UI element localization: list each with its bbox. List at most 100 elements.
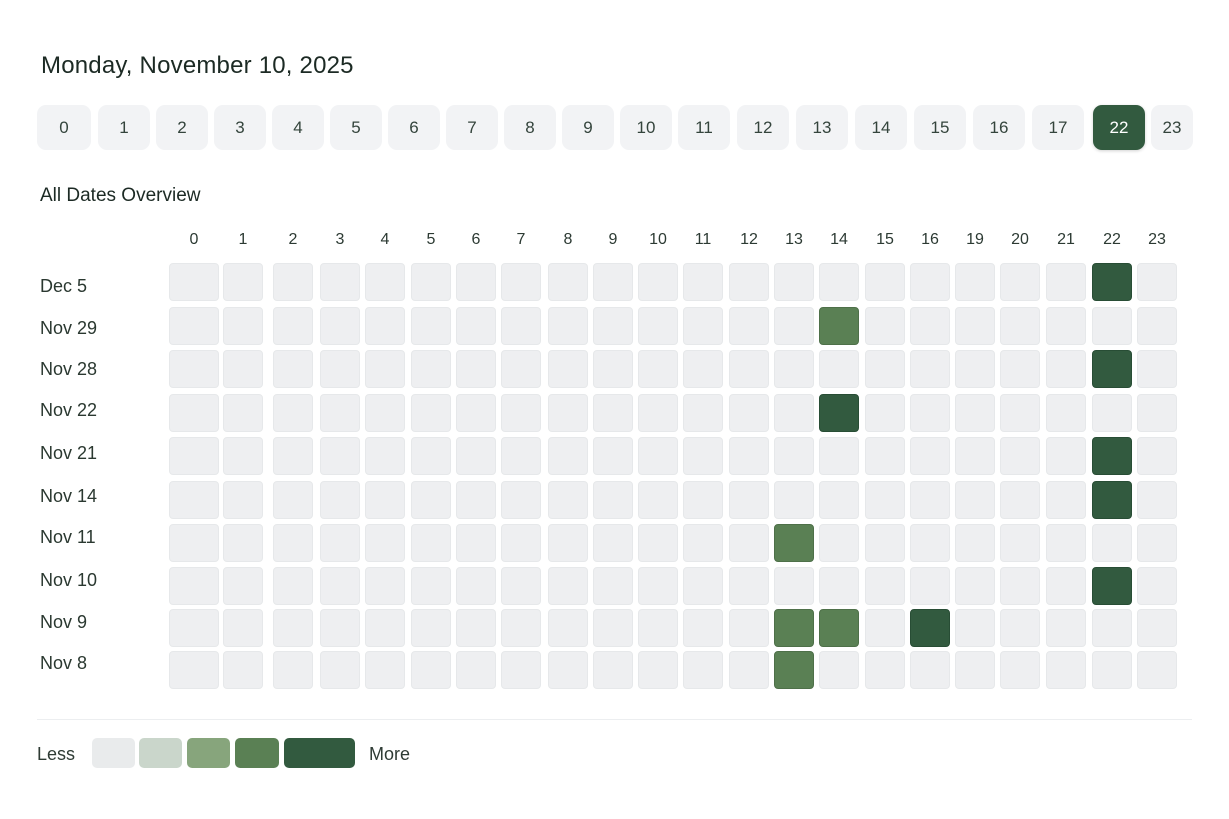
heatmap-cell[interactable] xyxy=(223,481,263,519)
heatmap-cell[interactable] xyxy=(548,437,588,475)
heatmap-cell-active[interactable] xyxy=(819,394,859,432)
heatmap-cell[interactable] xyxy=(501,609,541,647)
heatmap-cell[interactable] xyxy=(683,567,723,605)
heatmap-cell[interactable] xyxy=(1046,481,1086,519)
heatmap-cell[interactable] xyxy=(273,481,313,519)
heatmap-cell[interactable] xyxy=(593,481,633,519)
heatmap-cell[interactable] xyxy=(223,567,263,605)
hour-tab-5[interactable]: 5 xyxy=(330,105,382,150)
heatmap-cell[interactable] xyxy=(411,263,451,301)
heatmap-cell[interactable] xyxy=(1000,350,1040,388)
heatmap-cell[interactable] xyxy=(638,567,678,605)
heatmap-cell[interactable] xyxy=(169,609,219,647)
heatmap-cell[interactable] xyxy=(411,481,451,519)
heatmap-cell[interactable] xyxy=(501,481,541,519)
heatmap-cell[interactable] xyxy=(593,307,633,345)
heatmap-cell-active[interactable] xyxy=(1092,481,1132,519)
heatmap-cell[interactable] xyxy=(365,394,405,432)
heatmap-cell[interactable] xyxy=(593,609,633,647)
heatmap-cell[interactable] xyxy=(1000,437,1040,475)
heatmap-cell[interactable] xyxy=(593,394,633,432)
heatmap-cell[interactable] xyxy=(456,567,496,605)
heatmap-cell[interactable] xyxy=(774,263,814,301)
heatmap-cell[interactable] xyxy=(1000,524,1040,562)
heatmap-cell[interactable] xyxy=(548,307,588,345)
heatmap-cell[interactable] xyxy=(638,394,678,432)
heatmap-cell[interactable] xyxy=(456,524,496,562)
heatmap-cell[interactable] xyxy=(729,651,769,689)
heatmap-cell[interactable] xyxy=(501,350,541,388)
heatmap-cell-active[interactable] xyxy=(1092,567,1132,605)
heatmap-cell[interactable] xyxy=(365,651,405,689)
heatmap-cell[interactable] xyxy=(1000,609,1040,647)
heatmap-cell[interactable] xyxy=(955,609,995,647)
heatmap-cell[interactable] xyxy=(729,481,769,519)
hour-tab-1[interactable]: 1 xyxy=(98,105,150,150)
heatmap-cell[interactable] xyxy=(365,307,405,345)
heatmap-cell[interactable] xyxy=(593,567,633,605)
hour-tab-14[interactable]: 14 xyxy=(855,105,907,150)
heatmap-cell[interactable] xyxy=(169,567,219,605)
heatmap-cell[interactable] xyxy=(910,481,950,519)
hour-tab-23[interactable]: 23 xyxy=(1151,105,1193,150)
heatmap-cell-active[interactable] xyxy=(1092,437,1132,475)
heatmap-cell[interactable] xyxy=(638,263,678,301)
heatmap-cell[interactable] xyxy=(638,307,678,345)
heatmap-cell[interactable] xyxy=(774,437,814,475)
heatmap-cell[interactable] xyxy=(683,481,723,519)
heatmap-cell[interactable] xyxy=(865,394,905,432)
heatmap-cell[interactable] xyxy=(273,263,313,301)
heatmap-cell[interactable] xyxy=(865,263,905,301)
heatmap-cell[interactable] xyxy=(729,394,769,432)
heatmap-cell[interactable] xyxy=(273,651,313,689)
heatmap-cell[interactable] xyxy=(365,567,405,605)
heatmap-cell[interactable] xyxy=(456,651,496,689)
heatmap-cell[interactable] xyxy=(819,350,859,388)
hour-tab-2[interactable]: 2 xyxy=(156,105,208,150)
heatmap-cell[interactable] xyxy=(365,609,405,647)
heatmap-cell[interactable] xyxy=(865,651,905,689)
heatmap-cell[interactable] xyxy=(819,524,859,562)
heatmap-cell[interactable] xyxy=(910,524,950,562)
heatmap-cell[interactable] xyxy=(223,609,263,647)
heatmap-cell[interactable] xyxy=(1137,437,1177,475)
heatmap-cell[interactable] xyxy=(955,524,995,562)
heatmap-cell[interactable] xyxy=(456,394,496,432)
heatmap-cell-active[interactable] xyxy=(774,651,814,689)
heatmap-cell[interactable] xyxy=(501,651,541,689)
heatmap-cell[interactable] xyxy=(683,307,723,345)
heatmap-cell[interactable] xyxy=(1092,651,1132,689)
hour-tab-11[interactable]: 11 xyxy=(678,105,730,150)
heatmap-cell[interactable] xyxy=(548,263,588,301)
heatmap-cell[interactable] xyxy=(729,567,769,605)
heatmap-cell[interactable] xyxy=(638,609,678,647)
heatmap-cell[interactable] xyxy=(411,394,451,432)
heatmap-cell[interactable] xyxy=(1000,481,1040,519)
heatmap-cell[interactable] xyxy=(1000,263,1040,301)
heatmap-cell[interactable] xyxy=(683,263,723,301)
heatmap-cell[interactable] xyxy=(320,263,360,301)
heatmap-cell[interactable] xyxy=(865,609,905,647)
heatmap-cell[interactable] xyxy=(501,567,541,605)
heatmap-cell[interactable] xyxy=(320,609,360,647)
heatmap-cell[interactable] xyxy=(910,437,950,475)
heatmap-cell[interactable] xyxy=(320,481,360,519)
hour-tab-16[interactable]: 16 xyxy=(973,105,1025,150)
heatmap-cell[interactable] xyxy=(683,609,723,647)
heatmap-cell[interactable] xyxy=(638,437,678,475)
heatmap-cell[interactable] xyxy=(1137,350,1177,388)
heatmap-cell[interactable] xyxy=(1000,567,1040,605)
heatmap-cell[interactable] xyxy=(223,651,263,689)
heatmap-cell[interactable] xyxy=(169,437,219,475)
heatmap-cell[interactable] xyxy=(1046,350,1086,388)
heatmap-cell[interactable] xyxy=(456,437,496,475)
heatmap-cell[interactable] xyxy=(1046,651,1086,689)
hour-tab-3[interactable]: 3 xyxy=(214,105,266,150)
heatmap-cell[interactable] xyxy=(273,437,313,475)
heatmap-cell[interactable] xyxy=(223,350,263,388)
heatmap-cell[interactable] xyxy=(320,350,360,388)
heatmap-cell[interactable] xyxy=(819,567,859,605)
hour-tab-4[interactable]: 4 xyxy=(272,105,324,150)
heatmap-cell[interactable] xyxy=(456,350,496,388)
heatmap-cell[interactable] xyxy=(729,524,769,562)
